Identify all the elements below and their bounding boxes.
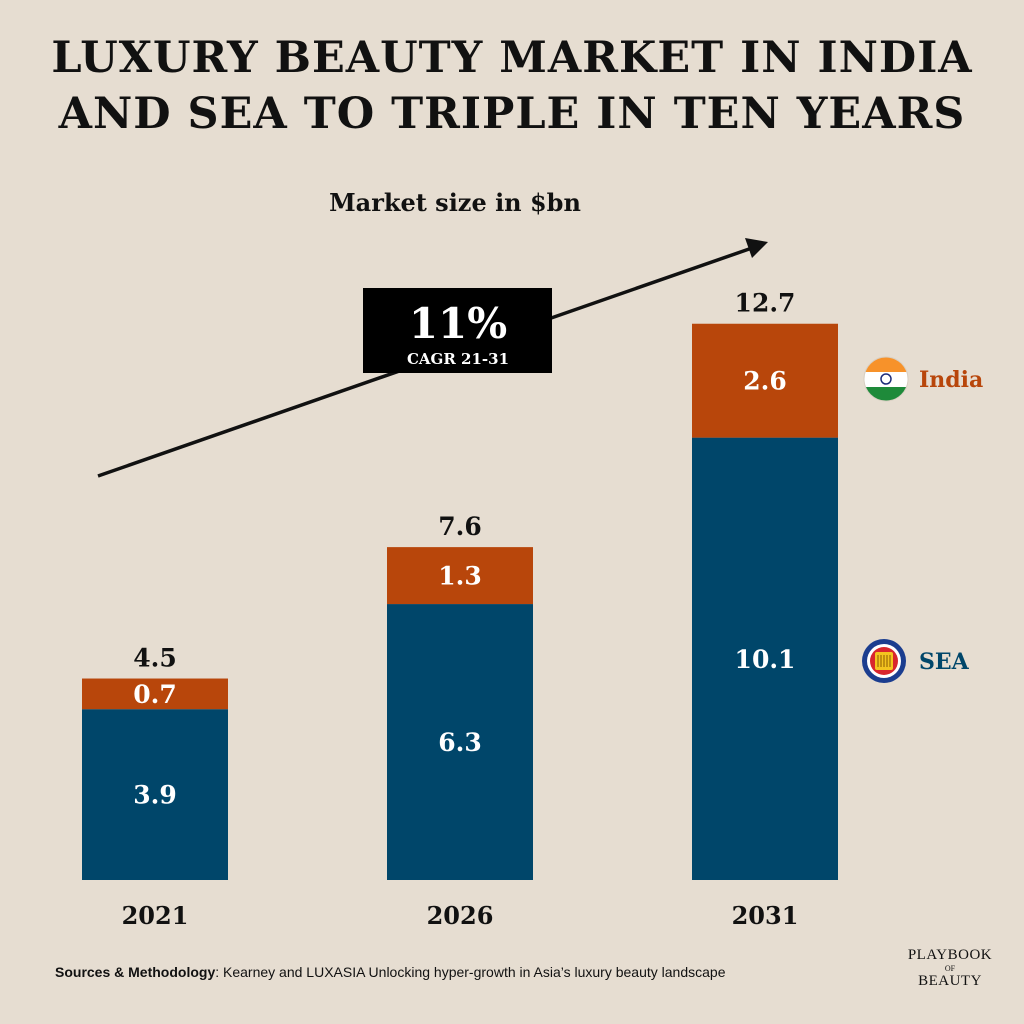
legend: India SEA [862,356,983,683]
bar-label-sea-2031: 10.1 [735,645,796,674]
brand-logo: PLAYBOOK OF BEAUTY [895,948,1005,989]
trend-arrow-head [745,238,768,258]
cagr-annotation: 11% CAGR 21-31 [363,288,552,373]
bar-sea-2021 [82,709,228,880]
bar-label-sea-2026: 6.3 [438,728,482,757]
india-flag-icon [863,356,909,402]
bar-india-2026 [387,547,533,605]
chart-title-line-2: AND SEA TO TRIPLE IN TEN YEARS [58,89,966,139]
logo-line-1: PLAYBOOK [907,947,993,963]
bar-label-india-2021: 0.7 [133,680,177,709]
bar-india-2021 [82,678,228,710]
x-tick-2031: 2031 [732,901,799,930]
chart-title-line-1: LUXURY BEAUTY MARKET IN INDIA [51,33,973,83]
logo-line-2: OF [944,964,956,973]
asean-emblem-icon [862,639,906,683]
logo-line-3: BEAUTY [918,973,982,989]
legend-label-india: India [919,367,983,393]
bar-label-india-2026: 1.3 [438,562,482,591]
bar-sea-2026 [387,604,533,880]
cagr-box [363,288,552,373]
x-tick-2026: 2026 [427,901,494,930]
cagr-label: CAGR 21-31 [407,350,509,368]
bar-sea-2031 [692,437,838,880]
bar-label-sea-2021: 3.9 [133,781,177,810]
sources-note: Sources & Methodology: Kearney and LUXAS… [55,964,726,980]
x-tick-2021: 2021 [122,901,189,930]
bar-label-india-2031: 2.6 [743,367,787,396]
legend-label-sea: SEA [919,649,970,675]
sources-label: Sources & Methodology [55,964,216,980]
chart-subtitle: Market size in $bn [329,188,581,217]
bars-group: 3.9 0.7 4.5 2021 6.3 1.3 7.6 2026 10.1 2.6 12.7 203… [82,289,838,930]
sources-text: : Kearney and LUXASIA Unlocking hyper-gr… [215,964,726,980]
chart-title: LUXURY BEAUTY MARKET IN INDIA AND SEA TO… [0,30,1024,142]
cagr-value: 11% [409,299,507,348]
total-label-2021: 4.5 [133,644,177,673]
total-label-2031: 12.7 [735,289,796,318]
bar-india-2031 [692,323,838,438]
total-label-2026: 7.6 [438,512,482,541]
